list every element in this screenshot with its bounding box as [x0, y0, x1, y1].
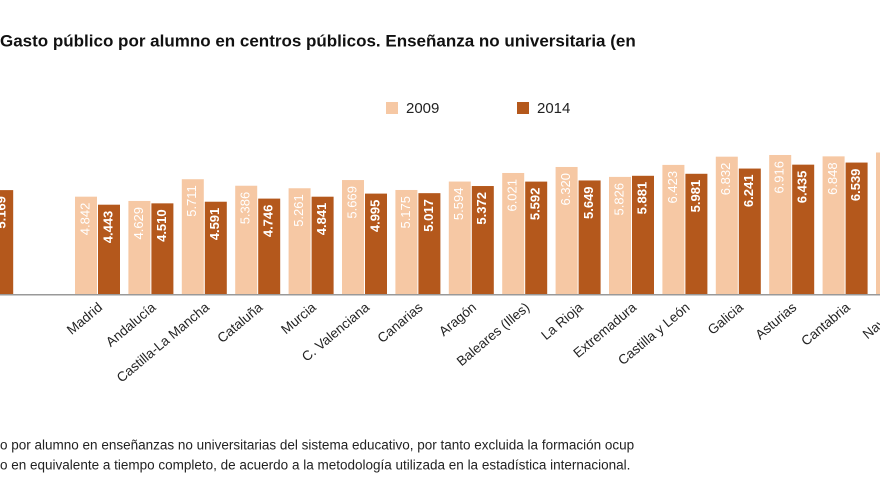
value-label: 5.169 [0, 196, 9, 229]
bar [395, 189, 418, 294]
x-tick-label: Galicia [705, 299, 747, 337]
value-label: 4.995 [367, 200, 382, 233]
chart-title: Gasto público por alumno en centros públ… [0, 31, 636, 50]
bar [365, 193, 387, 294]
legend-label: 2009 [406, 100, 439, 117]
value-label: 6.021 [505, 179, 520, 212]
x-tick-label: Aragón [436, 300, 479, 339]
value-label: 5.711 [184, 185, 199, 217]
bar [418, 193, 441, 294]
legend-label: 2014 [537, 100, 570, 117]
x-tick-label: Cataluña [214, 299, 265, 346]
value-label: 6.539 [848, 169, 863, 202]
bar [662, 164, 685, 294]
bar [685, 173, 708, 294]
x-tick-label: Navarra [860, 299, 880, 342]
value-label: 5.881 [634, 182, 649, 215]
bar [792, 164, 815, 294]
value-label: 5.175 [398, 196, 413, 229]
bar [609, 176, 631, 294]
bar [204, 201, 227, 294]
bar [151, 203, 174, 294]
bar [632, 175, 654, 294]
value-label: 6.423 [665, 171, 680, 204]
footnote: o por alumno en enseñanzas no universita… [0, 438, 634, 453]
value-label: 4.510 [154, 209, 169, 242]
bar [845, 162, 868, 294]
value-label: 5.981 [688, 180, 703, 213]
bar [738, 168, 761, 294]
x-tick-label: La Rioja [538, 299, 586, 343]
bar [715, 156, 738, 294]
bar [525, 181, 548, 294]
value-label: 5.592 [528, 188, 543, 221]
x-tick-label: Asturias [752, 299, 799, 342]
value-label: 5.386 [238, 192, 253, 225]
value-label: 4.746 [261, 205, 276, 238]
bar [555, 166, 578, 294]
bar [876, 152, 880, 294]
value-label: 5.372 [474, 192, 489, 225]
value-label: 6.241 [741, 175, 756, 208]
bar [578, 180, 601, 294]
value-label: 4.841 [314, 203, 329, 236]
value-label: 5.261 [291, 194, 306, 227]
bar [822, 156, 845, 294]
x-tick-label: Madrid [64, 300, 105, 338]
bar [235, 185, 258, 294]
value-label: 5.649 [581, 186, 596, 219]
bar [311, 196, 334, 294]
bar [769, 154, 792, 294]
value-label: 4.842 [77, 203, 92, 236]
value-label: 4.443 [100, 211, 115, 244]
value-label: 5.826 [611, 183, 626, 216]
bar [181, 179, 204, 294]
legend-swatch [517, 102, 529, 114]
bar [471, 186, 494, 294]
value-label: 5.669 [344, 186, 359, 219]
bar [75, 196, 97, 294]
value-label: 5.594 [451, 188, 466, 221]
bar [288, 188, 311, 294]
bar [502, 172, 525, 294]
value-label: 6.435 [795, 171, 810, 204]
value-label: 5.017 [421, 199, 436, 232]
value-label: 6.916 [772, 161, 787, 194]
x-tick-label: Castilla-La Mancha [114, 299, 213, 385]
bar [98, 204, 120, 294]
value-label: 6.848 [825, 162, 840, 195]
bar [0, 190, 14, 294]
bar [342, 180, 364, 294]
baseline [0, 294, 880, 296]
legend-swatch [386, 102, 398, 114]
bar [258, 198, 281, 294]
value-label: 6.320 [558, 173, 573, 206]
x-tick-label: Murcia [278, 299, 319, 337]
bar [448, 181, 471, 294]
value-label: 6.832 [718, 163, 733, 196]
bar [128, 200, 151, 294]
x-tick-label: Canarias [375, 299, 426, 345]
footnote: o en equivalente a tiempo completo, de a… [0, 458, 630, 473]
value-label: 4.591 [207, 208, 222, 241]
x-tick-label: Cantabria [798, 299, 853, 348]
value-label: 4.629 [131, 207, 146, 240]
